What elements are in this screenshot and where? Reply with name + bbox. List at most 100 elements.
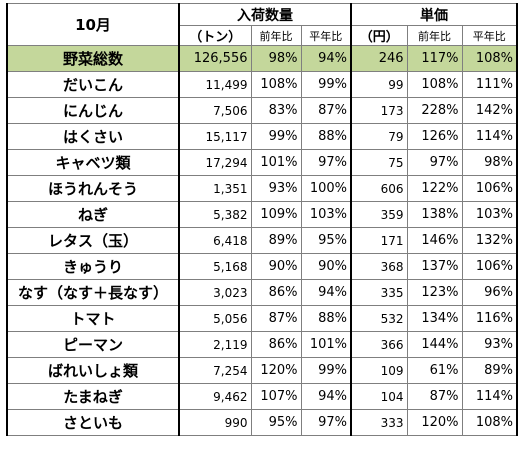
price-yoy-cell: 144% [406, 331, 463, 358]
quantity-avg-cell: 99% [300, 71, 353, 98]
price-cell: 368 [350, 253, 408, 280]
quantity-avg-cell: 88% [300, 305, 353, 332]
table-row: ピーマン 2,119 86% 101% 366 144% 93% [6, 331, 519, 358]
price-cell: 173 [350, 97, 408, 124]
table-row: なす（なす＋長なす） 3,023 86% 94% 335 123% 96% [6, 279, 519, 306]
price-cell: 75 [350, 149, 408, 176]
quantity-avg-cell: 95% [300, 227, 353, 254]
price-yoy-cell: 97% [406, 149, 463, 176]
price-avg-cell: 108% [461, 409, 519, 436]
price-avg-cell: 142% [461, 97, 519, 124]
quantity-cell: 6,418 [178, 227, 252, 254]
table-row: さといも 990 95% 97% 333 120% 108% [6, 409, 519, 436]
table-row: ねぎ 5,382 109% 103% 359 138% 103% [6, 201, 519, 228]
price-avg-cell: 89% [461, 357, 519, 384]
quantity-yoy-cell: 120% [250, 357, 302, 384]
price-cell: 606 [350, 175, 408, 202]
quantity-cell: 5,382 [178, 201, 252, 228]
quantity-cell: 5,168 [178, 253, 252, 280]
quantity-yoy-cell: 86% [250, 331, 302, 358]
price-yoy-cell: 126% [406, 123, 463, 150]
price-avg-cell: 114% [461, 383, 519, 410]
price-cell: 333 [350, 409, 408, 436]
quantity-yoy-cell: 87% [250, 305, 302, 332]
table-row: トマト 5,056 87% 88% 532 134% 116% [6, 305, 519, 332]
quantity-avg-cell: 94% [300, 383, 353, 410]
price-avg-cell: 132% [461, 227, 519, 254]
price-avg-cell: 111% [461, 71, 519, 98]
price-avg-cell: 96% [461, 279, 519, 306]
quantity-yoy-cell: 108% [250, 71, 302, 98]
quantity-cell: 3,023 [178, 279, 252, 306]
arrivals-yoy-header: 前年比 [250, 25, 302, 46]
quantity-avg-cell: 97% [300, 409, 353, 436]
price-cell: 99 [350, 71, 408, 98]
item-name-cell: トマト [6, 305, 180, 332]
price-cell: 171 [350, 227, 408, 254]
price-yoy-cell: 61% [406, 357, 463, 384]
quantity-avg-cell: 90% [300, 253, 353, 280]
quantity-yoy-cell: 93% [250, 175, 302, 202]
price-avg-cell: 108% [461, 45, 519, 72]
quantity-yoy-cell: 107% [250, 383, 302, 410]
item-name-cell: レタス（玉） [6, 227, 180, 254]
price-avg-cell: 114% [461, 123, 519, 150]
table-row: ほうれんそう 1,351 93% 100% 606 122% 106% [6, 175, 519, 202]
item-name-cell: ねぎ [6, 201, 180, 228]
quantity-avg-cell: 103% [300, 201, 353, 228]
item-name-cell: はくさい [6, 123, 180, 150]
price-yoy-cell: 138% [406, 201, 463, 228]
price-cell: 246 [350, 45, 408, 72]
quantity-yoy-cell: 101% [250, 149, 302, 176]
quantity-avg-cell: 87% [300, 97, 353, 124]
quantity-cell: 126,556 [178, 45, 252, 72]
quantity-avg-cell: 94% [300, 279, 353, 306]
item-name-cell: なす（なす＋長なす） [6, 279, 180, 306]
quantity-avg-cell: 88% [300, 123, 353, 150]
item-name-cell: 野菜総数 [6, 45, 180, 72]
quantity-cell: 11,499 [178, 71, 252, 98]
arrivals-group-header: 入荷数量 [178, 3, 353, 26]
quantity-cell: 7,506 [178, 97, 252, 124]
price-yoy-cell: 117% [406, 45, 463, 72]
quantity-cell: 7,254 [178, 357, 252, 384]
quantity-cell: 1,351 [178, 175, 252, 202]
price-cell: 335 [350, 279, 408, 306]
item-name-cell: ばれいしょ類 [6, 357, 180, 384]
price-avg-cell: 98% [461, 149, 519, 176]
table-row: キャベツ類 17,294 101% 97% 75 97% 98% [6, 149, 519, 176]
table-row: レタス（玉） 6,418 89% 95% 171 146% 132% [6, 227, 519, 254]
table-row: だいこん 11,499 108% 99% 99 108% 111% [6, 71, 519, 98]
price-group-header: 単価 [350, 3, 519, 26]
quantity-yoy-cell: 89% [250, 227, 302, 254]
price-avg-cell: 106% [461, 175, 519, 202]
quantity-cell: 15,117 [178, 123, 252, 150]
price-avg-cell: 106% [461, 253, 519, 280]
price-yoy-cell: 228% [406, 97, 463, 124]
item-name-cell: ほうれんそう [6, 175, 180, 202]
quantity-avg-cell: 101% [300, 331, 353, 358]
price-cell: 109 [350, 357, 408, 384]
price-cell: 366 [350, 331, 408, 358]
price-avg-cell: 93% [461, 331, 519, 358]
arrivals-unit-header: （トン） [178, 25, 252, 46]
price-yoy-cell: 123% [406, 279, 463, 306]
quantity-cell: 5,056 [178, 305, 252, 332]
quantity-cell: 990 [178, 409, 252, 436]
table-row: ばれいしょ類 7,254 120% 99% 109 61% 89% [6, 357, 519, 384]
vegetable-market-table: 10月 入荷数量 単価 （トン） 前年比 平年比 （円） 前年比 平年比 野菜総… [6, 3, 519, 436]
item-name-cell: だいこん [6, 71, 180, 98]
price-avg-cell: 116% [461, 305, 519, 332]
price-avg-header: 平年比 [461, 25, 519, 46]
quantity-yoy-cell: 83% [250, 97, 302, 124]
price-cell: 79 [350, 123, 408, 150]
item-name-cell: ピーマン [6, 331, 180, 358]
arrivals-avg-header: 平年比 [300, 25, 353, 46]
price-yoy-cell: 122% [406, 175, 463, 202]
item-name-cell: たまねぎ [6, 383, 180, 410]
table-body: 野菜総数 126,556 98% 94% 246 117% 108% だいこん 11,499 10… [6, 45, 519, 436]
item-name-cell: さといも [6, 409, 180, 436]
price-cell: 532 [350, 305, 408, 332]
price-yoy-cell: 146% [406, 227, 463, 254]
quantity-avg-cell: 99% [300, 357, 353, 384]
